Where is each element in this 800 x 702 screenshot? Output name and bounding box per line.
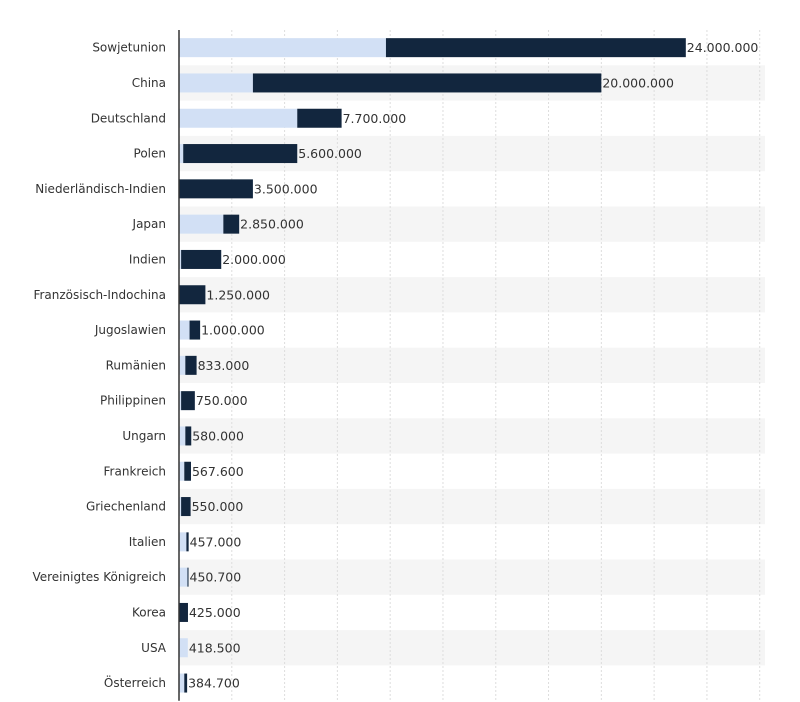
bar-segment-dark xyxy=(184,673,188,693)
bar-segment-dark xyxy=(189,320,201,340)
category-label: Rumänien xyxy=(106,358,166,372)
value-label: 567.600 xyxy=(192,464,244,479)
bar-segment-dark xyxy=(186,532,189,552)
value-label: 20.000.000 xyxy=(602,75,674,90)
row-stripe xyxy=(179,277,765,313)
bar-segment-light xyxy=(179,73,253,93)
bars xyxy=(179,38,686,693)
category-label: Griechenland xyxy=(86,500,166,514)
category-label: USA xyxy=(141,641,167,655)
bar-segment-dark xyxy=(185,426,192,446)
row-stripe xyxy=(179,206,765,242)
category-labels: Sowjetunion China Deutschland Polen Niederlä… xyxy=(32,41,166,690)
bar-segment-light xyxy=(179,249,182,269)
category-label: Polen xyxy=(134,147,166,161)
category-label: Sowjetunion xyxy=(92,41,166,55)
bar-segment-dark xyxy=(185,355,197,375)
category-label: Französisch-Indochina xyxy=(33,288,166,302)
category-label: Indien xyxy=(129,252,166,266)
bar-segment-light xyxy=(179,38,386,58)
bar-segment-light xyxy=(179,567,188,587)
bar-segment-light xyxy=(179,144,184,164)
bar-segment-dark xyxy=(385,38,686,58)
value-label: 7.700.000 xyxy=(343,111,407,126)
category-label: Österreich xyxy=(104,674,166,690)
bar-segment-light xyxy=(179,214,224,234)
category-label: Philippinen xyxy=(100,394,166,408)
row-stripe xyxy=(179,418,765,454)
value-label: 833.000 xyxy=(198,358,250,373)
category-label: Vereinigtes Königreich xyxy=(32,570,166,584)
value-label: 1.250.000 xyxy=(206,287,270,302)
value-label: 418.500 xyxy=(189,640,241,655)
category-label: Korea xyxy=(132,605,166,619)
bar-segment-light xyxy=(179,461,185,481)
bar-segment-dark xyxy=(297,108,342,128)
row-stripes xyxy=(179,65,765,666)
value-label: 750.000 xyxy=(196,393,248,408)
bar-segment-dark xyxy=(179,179,253,199)
category-label: Deutschland xyxy=(91,111,166,125)
value-label: 1.000.000 xyxy=(201,323,265,338)
row-stripe xyxy=(179,488,765,525)
value-label: 550.000 xyxy=(192,499,244,514)
bar-segment-dark xyxy=(187,567,189,587)
bar-segment-light xyxy=(179,355,186,375)
bar-segment-light xyxy=(179,532,187,552)
value-label: 3.500.000 xyxy=(254,181,318,196)
category-label: Niederländisch-Indien xyxy=(35,182,166,196)
bar-segment-light xyxy=(179,391,182,411)
value-label: 457.000 xyxy=(190,534,242,549)
bar-segment-light xyxy=(179,426,186,446)
bar-segment-light xyxy=(179,673,185,693)
bar-segment-light xyxy=(179,638,188,658)
category-label: China xyxy=(132,76,166,90)
bar-segment-dark xyxy=(183,144,298,164)
value-label: 2.000.000 xyxy=(222,252,286,267)
category-label: Japan xyxy=(132,217,166,231)
bar-segment-dark xyxy=(179,602,188,622)
bar-segment-dark xyxy=(181,249,222,269)
bar-segment-light xyxy=(179,497,182,517)
bar-segment-light xyxy=(179,108,298,128)
bar-segment-dark xyxy=(181,497,191,517)
value-label: 580.000 xyxy=(192,428,244,443)
bar-segment-dark xyxy=(181,391,195,411)
bar-segment-dark xyxy=(184,461,191,481)
category-label: Italien xyxy=(129,535,166,549)
row-stripe xyxy=(179,347,765,383)
bar-segment-dark xyxy=(179,285,206,305)
category-label: Ungarn xyxy=(122,429,166,443)
value-label: 384.700 xyxy=(188,676,240,691)
bar-segment-light xyxy=(179,320,190,340)
bar-segment-dark xyxy=(223,214,240,234)
value-labels: 24.000.000 20.000.000 7.700.000 5.600.000 3.… xyxy=(188,40,758,690)
row-stripe xyxy=(179,559,765,595)
value-label: 450.700 xyxy=(190,570,242,585)
bar-segment-dark xyxy=(252,73,602,93)
category-label: Jugoslawien xyxy=(94,323,166,337)
value-label: 425.000 xyxy=(189,605,241,620)
row-stripe xyxy=(179,630,765,666)
value-label: 24.000.000 xyxy=(687,40,759,55)
value-label: 2.850.000 xyxy=(240,217,304,232)
value-label: 5.600.000 xyxy=(298,146,362,161)
category-label: Frankreich xyxy=(104,464,166,478)
